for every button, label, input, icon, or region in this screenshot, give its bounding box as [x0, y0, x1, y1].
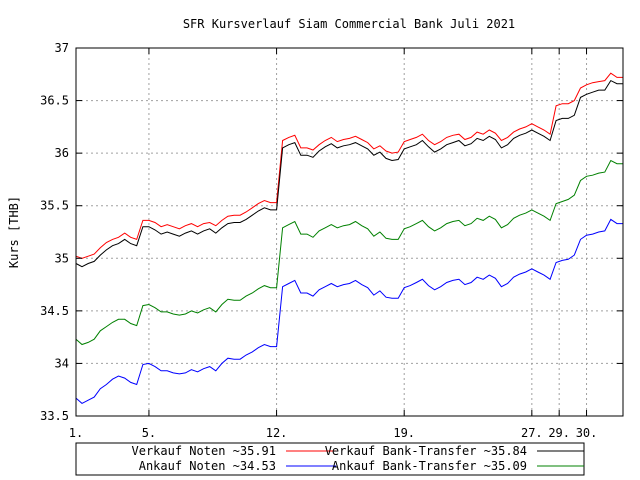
y-tick-label: 33.5: [40, 409, 69, 423]
tick-layer: 33.5 34 34.5 35 35.5 36 36.5 37 1. 5. 12. 19. 27. 29.…: [40, 41, 623, 440]
series-line-1: [75, 218, 623, 405]
legend-frame: [75, 442, 585, 476]
y-tick-label: 36.5: [40, 94, 69, 108]
y-tick-label: 34.5: [40, 304, 69, 318]
legend-label: Ankauf Bank-Transfer ~35.09: [332, 459, 527, 473]
y-tick-label: 34: [55, 356, 69, 370]
y-tick-label: 35: [55, 251, 69, 265]
y-tick-label: 35.5: [40, 199, 69, 213]
legend-label: Verkauf Noten ~35.91: [132, 444, 277, 458]
series-line-0: [75, 72, 623, 259]
series-layer: [75, 72, 623, 405]
y-tick-label: 37: [55, 41, 69, 55]
x-tick-label: 5.: [142, 426, 156, 440]
x-tick-label: 12.: [266, 426, 288, 440]
x-tick-label: 1.: [69, 426, 83, 440]
x-tick-label: 29.: [548, 426, 570, 440]
grid-layer: [76, 48, 623, 416]
x-tick-label: 30.: [576, 426, 598, 440]
legend-label: Ankauf Noten ~34.53: [139, 459, 276, 473]
chart-title: SFR Kursverlauf Siam Commercial Bank Jul…: [183, 17, 515, 31]
x-tick-label: 27.: [521, 426, 543, 440]
x-tick-label: 19.: [393, 426, 415, 440]
plot-frame: [75, 47, 624, 417]
y-tick-label: 36: [55, 146, 69, 160]
y-axis-label: Kurs [THB]: [7, 196, 21, 268]
series-line-3: [75, 159, 623, 346]
legend-label: Verkauf Bank-Transfer ~35.84: [325, 444, 527, 458]
series-line-2: [75, 79, 623, 268]
